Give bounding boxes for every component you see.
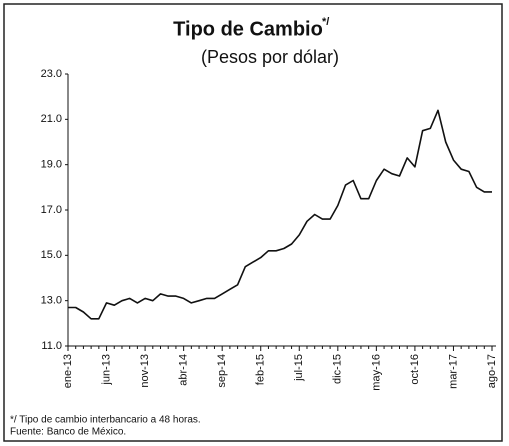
y-tick-label: 13.0 xyxy=(41,295,62,307)
y-tick-label: 23.0 xyxy=(41,68,62,80)
chart-title: Tipo de Cambio xyxy=(173,18,323,40)
y-tick-label: 15.0 xyxy=(41,249,62,261)
footnote: */ Tipo de cambio interbancario a 48 hor… xyxy=(10,415,201,426)
x-tick-label: mar-17 xyxy=(447,354,459,389)
x-tick-label: oct-16 xyxy=(409,354,421,385)
x-tick-label: abr-14 xyxy=(178,354,190,386)
x-tick-label: sep-14 xyxy=(216,354,228,388)
footnote: Fuente: Banco de México. xyxy=(10,427,126,438)
title-superscript: */ xyxy=(322,16,329,28)
y-tick-label: 19.0 xyxy=(41,159,62,171)
y-tick-label: 21.0 xyxy=(41,113,62,125)
x-tick-label: ene-13 xyxy=(62,354,74,388)
y-tick-label: 11.0 xyxy=(41,340,62,352)
x-tick-label: jul-15 xyxy=(293,354,305,382)
x-tick-label: feb-15 xyxy=(255,354,267,385)
chart-subtitle: (Pesos por dólar) xyxy=(201,47,339,67)
y-tick-label: 17.0 xyxy=(41,204,62,216)
x-tick-label: jun-13 xyxy=(100,354,112,386)
x-tick-label: nov-13 xyxy=(139,354,151,388)
x-tick-label: ago-17 xyxy=(486,354,498,388)
x-tick-label: dic-15 xyxy=(332,354,344,384)
frame xyxy=(3,3,503,442)
series-line xyxy=(68,109,492,320)
x-tick-label: may-16 xyxy=(370,354,382,391)
